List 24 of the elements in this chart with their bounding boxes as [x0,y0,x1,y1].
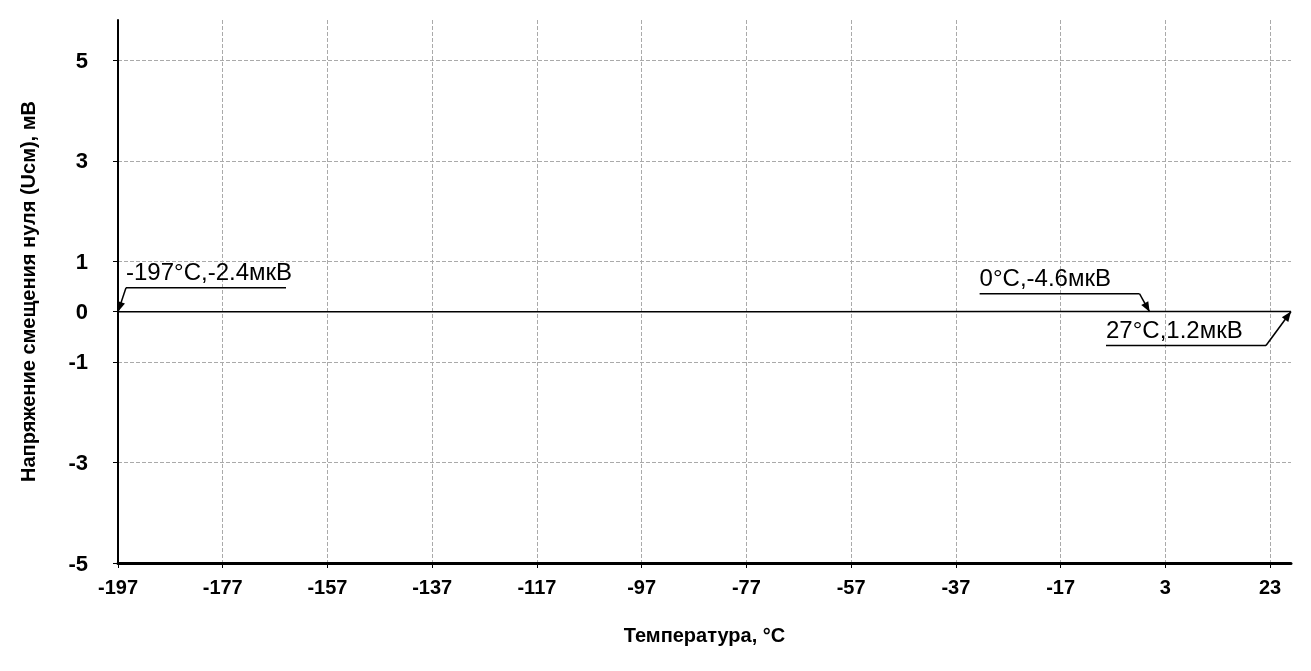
y-tick-label: -3 [68,449,88,475]
annotation: 0°C,-4.6мкВ [979,264,1111,292]
y-tick-label: 5 [75,47,88,73]
x-tick-label: -37 [941,576,971,598]
x-tick-label: -97 [627,576,657,598]
annotation: -197°C,-2.4мкВ [126,258,292,286]
y-tick-label: -5 [68,550,88,576]
x-tick-label: 23 [1258,576,1282,598]
y-tick-label: 1 [75,248,88,274]
annotation: 27°C,1.2мкВ [1106,316,1243,344]
y-axis-title: Напряжение смещения нуля (Uсм), мВ [17,101,39,482]
x-tick-label: -177 [202,576,243,598]
x-tick-label: -77 [731,576,761,598]
x-tick-label: -17 [1046,576,1076,598]
y-tick-label: 0 [75,299,88,325]
x-axis-title: Температура, °C [623,624,786,646]
y-tick-label: -1 [68,349,88,375]
x-tick-label: 3 [1159,576,1171,598]
y-tick-label: 3 [75,148,88,174]
x-tick-label: -57 [836,576,866,598]
x-tick-label: -137 [412,576,453,598]
x-tick-label: -197 [97,576,139,598]
x-tick-label: -117 [517,576,557,598]
x-tick-label: -157 [307,576,348,598]
